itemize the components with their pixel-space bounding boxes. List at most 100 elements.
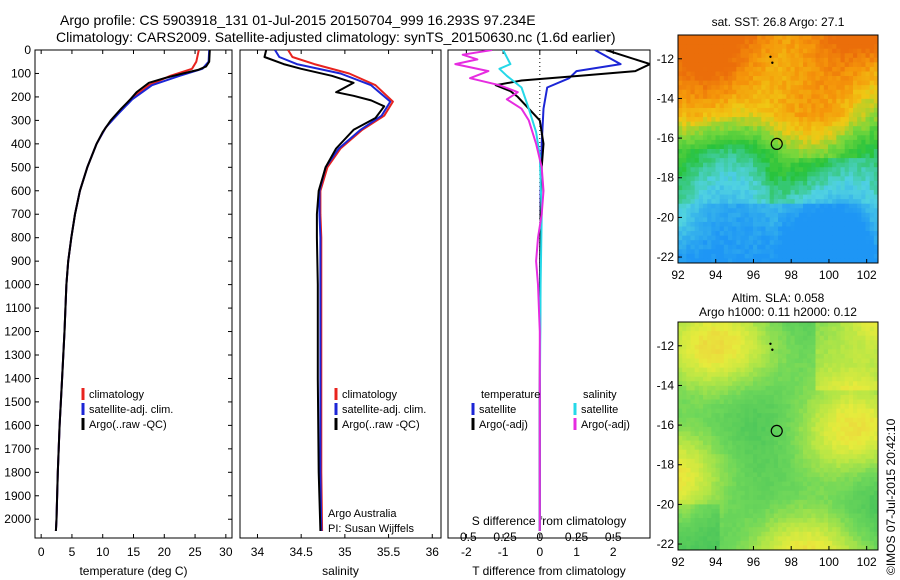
sst_map-cell: [844, 39, 850, 45]
sla_map-cell: [703, 363, 708, 369]
sla_map-cell: [678, 404, 683, 410]
sla_map-cell: [707, 477, 712, 483]
sst_map-cell: [811, 107, 816, 114]
sst_map-cell: [836, 212, 841, 218]
sla_map-cell: [819, 486, 825, 492]
sla_map-cell: [853, 372, 858, 378]
sla_map-cell: [682, 490, 687, 496]
sla_map-cell: [678, 363, 683, 369]
sst_map-cell: [707, 203, 712, 209]
sla_map-cell: [782, 340, 787, 346]
sla_map-cell: [861, 367, 866, 373]
sst_map-cell: [798, 135, 804, 141]
sst_map-cell: [740, 180, 746, 186]
sst_map-cell: [757, 126, 762, 132]
sla_map-cell: [778, 385, 783, 391]
sla_map-cell: [694, 349, 700, 355]
sla_map-cell: [682, 331, 687, 337]
sst_map-cell: [690, 80, 696, 86]
sla_map-cell: [698, 408, 704, 414]
sla_map-cell: [761, 490, 766, 496]
sst_map-cell: [853, 217, 858, 223]
sla_map-cell: [719, 376, 725, 382]
sst_map-cell: [707, 149, 712, 155]
sst_map-cell: [790, 117, 796, 123]
sst_map-cell: [869, 89, 875, 95]
sst_map-cell: [853, 98, 858, 104]
sst_map-cell: [865, 66, 871, 72]
sla_map-cell: [765, 385, 771, 391]
sla_map-cell: [853, 540, 858, 546]
sst_map-cell: [782, 167, 787, 173]
sla_map-cell: [861, 363, 866, 369]
sla_map-cell: [807, 426, 812, 432]
sla_map-cell: [753, 390, 758, 396]
sla_map-cell: [769, 440, 775, 446]
sla_map-cell: [773, 513, 779, 519]
sst_map-cell: [690, 226, 696, 232]
sst_map-cell: [711, 39, 716, 45]
sla_map-cell: [815, 467, 821, 473]
sst_map-cell: [736, 167, 741, 173]
sla_map-cell: [719, 394, 725, 401]
sla_map-cell: [840, 385, 846, 391]
sst_map-cell: [869, 57, 875, 63]
sst_map-cell: [798, 80, 804, 86]
sla_map-cell: [861, 458, 866, 464]
sla_map-cell: [715, 440, 721, 446]
sst_map-cell: [744, 153, 750, 159]
sst_map-cell: [682, 85, 687, 91]
sst_map-cell: [736, 94, 741, 100]
sst_map-cell: [711, 139, 716, 145]
sst_map-cell: [840, 80, 846, 86]
sla_map-cell: [794, 353, 800, 359]
sst_map-cell: [769, 167, 775, 173]
sla_map-cell: [798, 422, 804, 428]
sst_map-cell: [711, 221, 716, 228]
sla_map-cell: [786, 399, 791, 405]
sst_map-cell: [761, 212, 766, 218]
sst_map-cell: [840, 112, 846, 118]
sst_map-cell: [786, 48, 791, 54]
sla_map-cell: [857, 513, 862, 519]
sla_map-cell: [840, 349, 846, 355]
sla_map-cell: [682, 440, 687, 446]
sla_map-cell: [798, 499, 804, 505]
sst_map-cell: [828, 62, 833, 68]
sla_map-cell: [711, 340, 716, 346]
sla_map-cell: [728, 440, 733, 446]
sla_map-cell: [840, 522, 846, 528]
sst_map-cell: [740, 121, 746, 127]
sla_map-cell: [857, 518, 862, 524]
sst_map-cell: [707, 80, 712, 86]
sst_map-cell: [753, 171, 758, 177]
sla_map-cell: [869, 504, 875, 510]
sla_map-cell: [698, 422, 704, 428]
difference-xtick-label: -1: [498, 545, 509, 559]
sla_map-cell: [678, 381, 683, 387]
sla_map-cell: [682, 399, 687, 405]
sla_map-cell: [678, 504, 683, 510]
sla_map-cell: [832, 499, 837, 505]
sst_map-cell: [840, 240, 846, 246]
sst_map-cell: [828, 190, 833, 196]
sla_map-cell: [832, 322, 837, 328]
sla_map-cell: [865, 363, 871, 369]
sst_map-cell: [803, 249, 808, 255]
sst_map-cell: [819, 240, 825, 246]
sla_map-cell: [811, 413, 816, 419]
sst_map-cell: [848, 139, 854, 145]
sst_map-cell: [778, 126, 783, 132]
sst_map-cell: [873, 98, 879, 104]
sst_map-cell: [832, 44, 837, 50]
sst_map-cell: [769, 249, 775, 255]
sla_map-cell: [744, 463, 750, 469]
salinity-legend-label: satellite-adj. clim.: [342, 404, 426, 416]
sla_map-cell: [786, 486, 791, 492]
sst_map-cell: [719, 48, 725, 54]
sst_map-cell: [678, 48, 683, 54]
sla_map-cell: [732, 394, 737, 401]
sla_map-cell: [857, 486, 862, 492]
sst_map-cell: [782, 85, 787, 91]
sst_map-cell: [765, 89, 771, 95]
